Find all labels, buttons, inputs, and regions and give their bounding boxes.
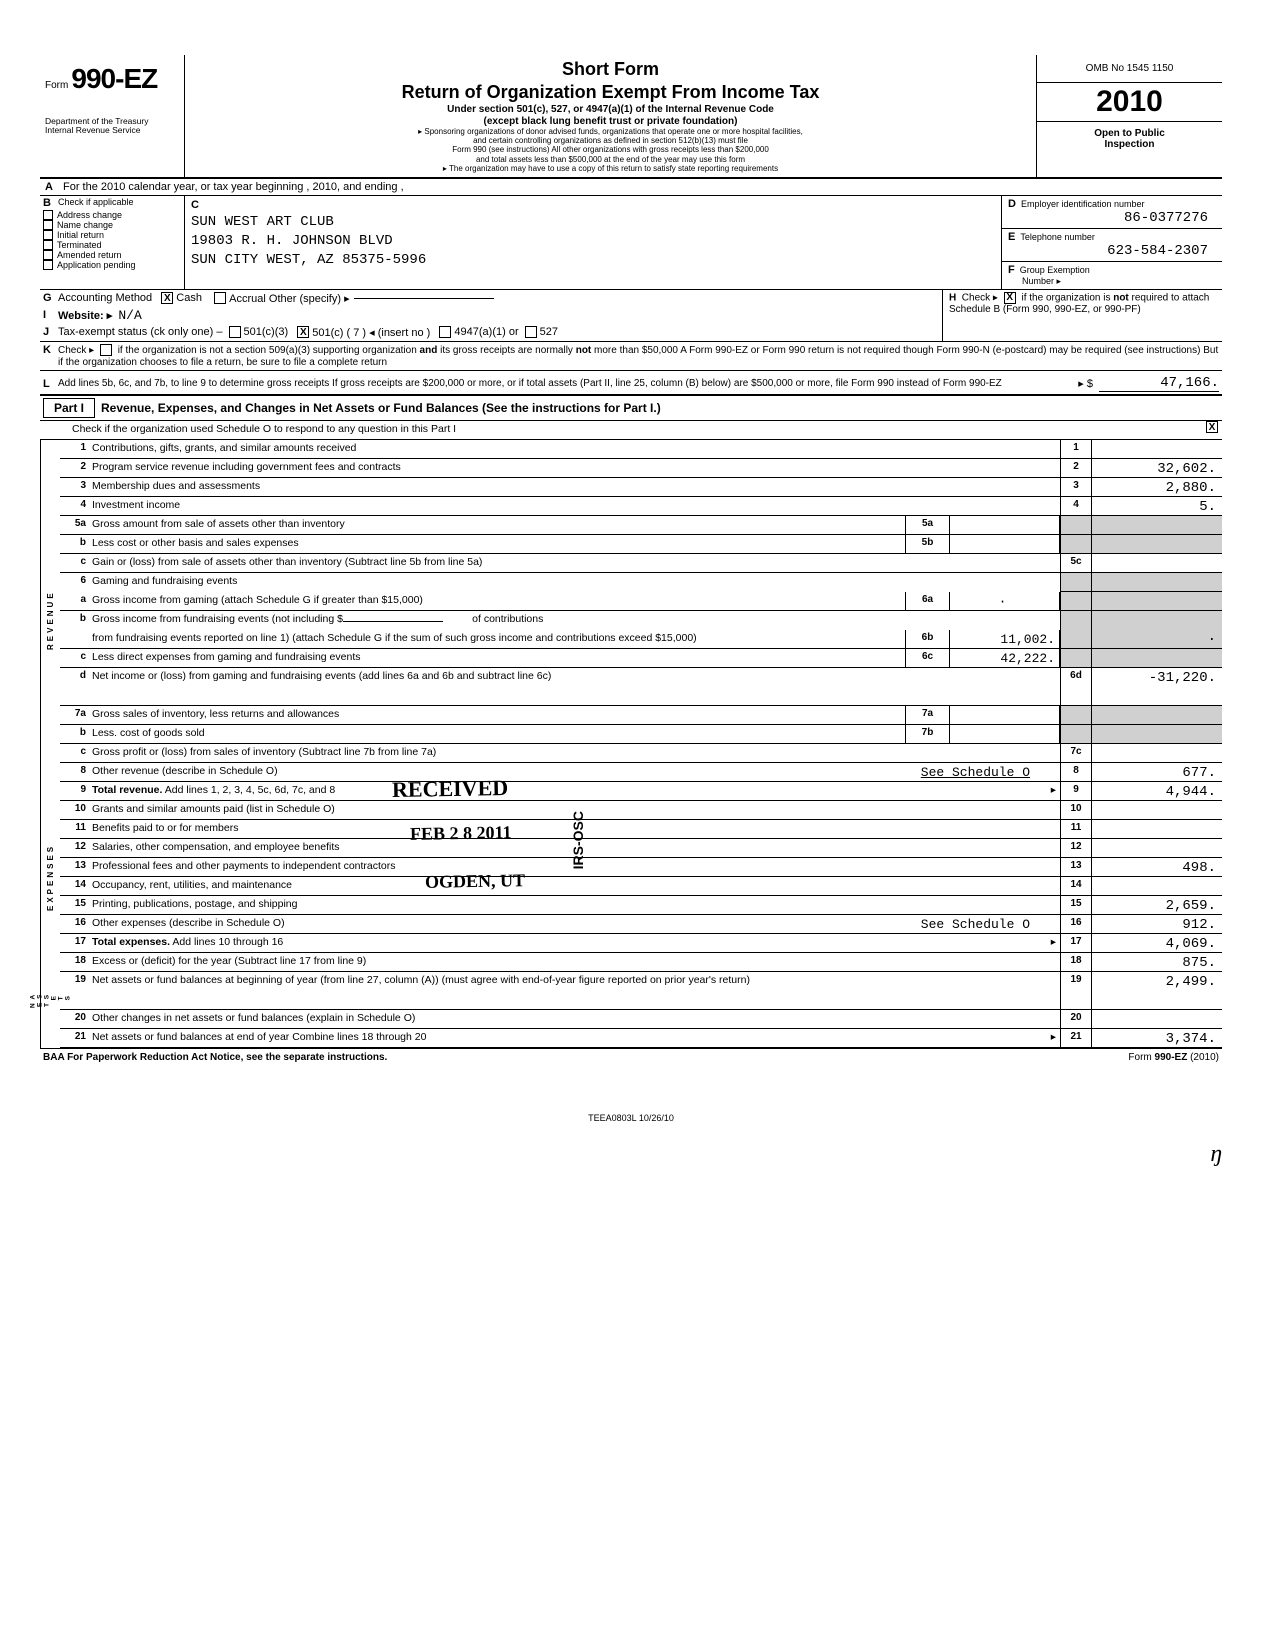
org-name: SUN WEST ART CLUB	[191, 213, 995, 232]
col-d-e-f: D Employer identification number 86-0377…	[1002, 196, 1222, 289]
form-990ez: Form 990-EZ Department of the Treasury I…	[40, 55, 1222, 1168]
revenue-section: REVENUE 1Contributions, gifts, grants, a…	[40, 440, 1222, 801]
form-label: Form	[45, 80, 68, 91]
chk-4947[interactable]	[439, 326, 451, 338]
baa-footer: BAA For Paperwork Reduction Act Notice, …	[40, 1048, 1222, 1063]
baa-text: BAA For Paperwork Reduction Act Notice, …	[43, 1052, 1128, 1063]
org-addr1: 19803 R. H. JOHNSON BLVD	[191, 232, 995, 251]
row-i: I Website: ▸ N/A	[40, 307, 942, 324]
section-b-to-f: BCheck if applicable Address change Name…	[40, 196, 1222, 290]
chk-initial[interactable]: Initial return	[40, 230, 184, 240]
row-h: H Check ▸ X if the organization is not r…	[942, 290, 1222, 341]
tiny3: Form 990 (see instructions) All other or…	[195, 145, 1026, 154]
website: N/A	[118, 308, 141, 323]
title-cell: Short Form Return of Organization Exempt…	[185, 55, 1037, 177]
tiny2: and certain controlling organizations as…	[195, 136, 1026, 145]
tax-year: 2010	[1037, 83, 1222, 122]
phone: 623-584-2307	[1008, 243, 1216, 259]
right-header: OMB No 1545 1150 2010 Open to Public Ins…	[1037, 55, 1222, 177]
open-public: Open to Public Inspection	[1037, 122, 1222, 156]
chk-k[interactable]	[100, 344, 112, 356]
gross-receipts: 47,166.	[1099, 375, 1219, 392]
expenses-label: EXPENSES	[40, 801, 60, 953]
footer-code: TEEA0803L 10/26/10	[40, 1113, 1222, 1123]
ein: 86-0377276	[1008, 210, 1216, 226]
chk-address[interactable]: Address change	[40, 210, 184, 220]
chk-cash[interactable]: X	[161, 292, 173, 304]
letter-a: A	[45, 181, 63, 193]
d-cell: D Employer identification number 86-0377…	[1002, 196, 1222, 229]
part1-title: Revenue, Expenses, and Changes in Net As…	[101, 401, 661, 415]
f-cell: F Group Exemption Number ▸	[1002, 262, 1222, 289]
chk-sched-o[interactable]: X	[1206, 421, 1218, 433]
row-j: J Tax-exempt status (ck only one) – 501(…	[40, 324, 942, 341]
col-c: C SUN WEST ART CLUB 19803 R. H. JOHNSON …	[185, 196, 1002, 289]
chk-527[interactable]	[525, 326, 537, 338]
part1-header: Part I Revenue, Expenses, and Changes in…	[40, 394, 1222, 421]
signature-mark: ŋ	[40, 1141, 1222, 1168]
netassets-label: N AE ST S E T S	[40, 953, 60, 1048]
chk-501c[interactable]: X	[297, 326, 309, 338]
chk-pending[interactable]: Application pending	[40, 260, 184, 270]
revenue-label: REVENUE	[40, 440, 60, 801]
b-header: BCheck if applicable	[40, 196, 184, 210]
subtitle1: Under section 501(c), 527, or 4947(a)(1)…	[195, 104, 1026, 115]
tiny1: ▸ Sponsoring organizations of donor advi…	[195, 127, 1026, 136]
chk-h[interactable]: X	[1004, 292, 1016, 304]
netassets-section: N AE ST S E T S 18Excess or (deficit) fo…	[40, 953, 1222, 1048]
form-ref: Form 990-EZ (2010)	[1128, 1052, 1219, 1063]
form-number-cell: Form 990-EZ Department of the Treasury I…	[40, 55, 185, 177]
omb: OMB No 1545 1150	[1037, 55, 1222, 83]
part1-label: Part I	[43, 398, 95, 418]
row-a-text: For the 2010 calendar year, or tax year …	[63, 181, 404, 193]
chk-501c3[interactable]	[229, 326, 241, 338]
stamp-received: RECEIVED	[392, 775, 509, 803]
dept-treasury: Department of the Treasury Internal Reve…	[45, 117, 179, 136]
header-row: Form 990-EZ Department of the Treasury I…	[40, 55, 1222, 179]
chk-accrual[interactable]	[214, 292, 226, 304]
chk-name[interactable]: Name change	[40, 220, 184, 230]
form-number: 990-EZ	[71, 63, 157, 94]
row-k: K Check ▸ if the organization is not a s…	[40, 342, 1222, 371]
col-b: BCheck if applicable Address change Name…	[40, 196, 185, 289]
chk-amended[interactable]: Amended return	[40, 250, 184, 260]
row-g: G Accounting Method XCash Accrual Other …	[40, 290, 942, 307]
e-cell: E Telephone number 623-584-2307	[1002, 229, 1222, 262]
row-l: L Add lines 5b, 6c, and 7b, to line 9 to…	[40, 371, 1222, 394]
tiny5: ▸ The organization may have to use a cop…	[195, 164, 1026, 173]
return-title: Return of Organization Exempt From Incom…	[195, 82, 1026, 103]
c-label: C	[191, 198, 995, 213]
part1-check: Check if the organization used Schedule …	[40, 421, 1222, 440]
subtitle2: (except black lung benefit trust or priv…	[195, 116, 1026, 127]
short-form: Short Form	[195, 59, 1026, 80]
row-a: A For the 2010 calendar year, or tax yea…	[40, 179, 1222, 196]
org-addr2: SUN CITY WEST, AZ 85375-5996	[191, 251, 995, 270]
tiny4: and total assets less than $500,000 at t…	[195, 155, 1026, 164]
chk-terminated[interactable]: Terminated	[40, 240, 184, 250]
expenses-section: EXPENSES FEB 2 8 2011 OGDEN, UT IRS-OSC …	[40, 801, 1222, 953]
